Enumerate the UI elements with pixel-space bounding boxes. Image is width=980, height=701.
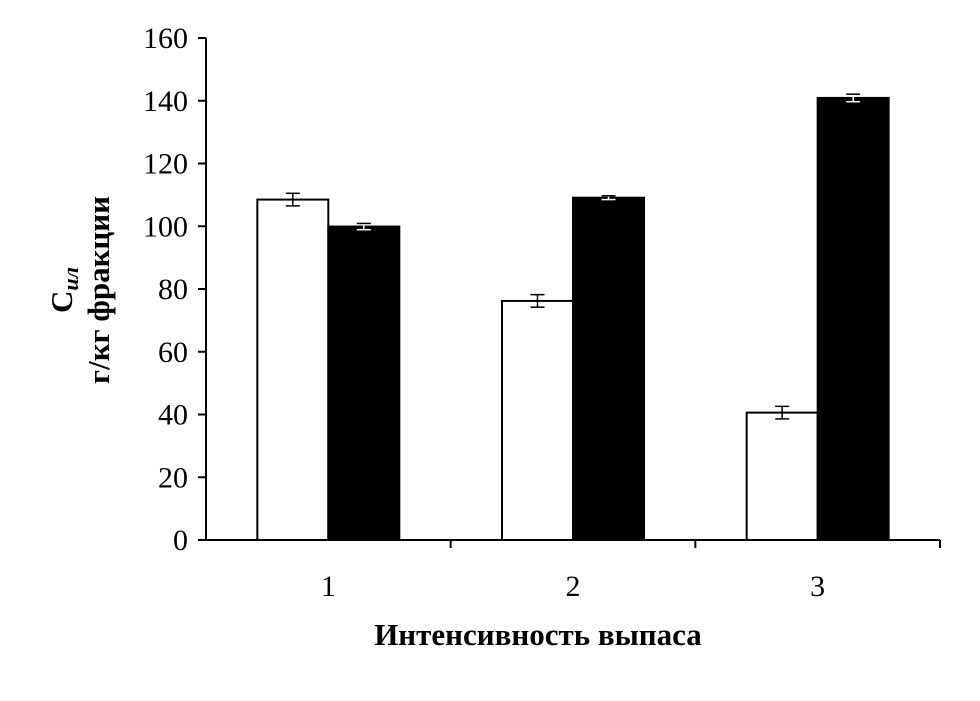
bar-series-1-cat-1	[256, 198, 330, 542]
y-tick-label: 0	[173, 524, 188, 557]
x-tick-label: 1	[321, 570, 336, 603]
x-axis-title: Интенсивность выпаса	[374, 617, 702, 652]
y-tick-label: 20	[158, 461, 188, 494]
y-axis-title-main: С	[44, 291, 79, 313]
y-axis-ticks: 0 20 40 60 80 100 120 140 160	[143, 22, 206, 557]
y-tick-label: 80	[158, 273, 188, 306]
y-axis-title-subscript: ил	[58, 267, 83, 291]
bar-series-2-cat-2	[572, 196, 645, 541]
axes	[205, 38, 940, 541]
bar-series-1-cat-2	[501, 299, 574, 541]
y-tick-label: 140	[143, 85, 188, 118]
x-tick-label: 2	[566, 570, 581, 603]
x-tick-label: 3	[810, 570, 825, 603]
y-tick-label: 120	[143, 148, 188, 181]
y-tick-label: 40	[158, 399, 188, 432]
bar-series-2-cat-1	[327, 225, 401, 541]
error-bars	[285, 93, 861, 420]
y-tick-label: 60	[158, 336, 188, 369]
bar-series-2-cat-3	[816, 96, 890, 542]
svg-text:Сил: Сил	[44, 267, 83, 313]
y-axis-title-units: г/кг фракции	[81, 196, 116, 384]
x-axis-ticks: 1 2 3	[321, 540, 941, 603]
bar-series-1-cat-3	[745, 411, 819, 541]
y-axis-title: Сил г/кг фракции	[44, 196, 116, 384]
y-tick-label: 100	[143, 210, 188, 243]
bars	[256, 96, 890, 542]
y-tick-label: 160	[143, 22, 188, 55]
